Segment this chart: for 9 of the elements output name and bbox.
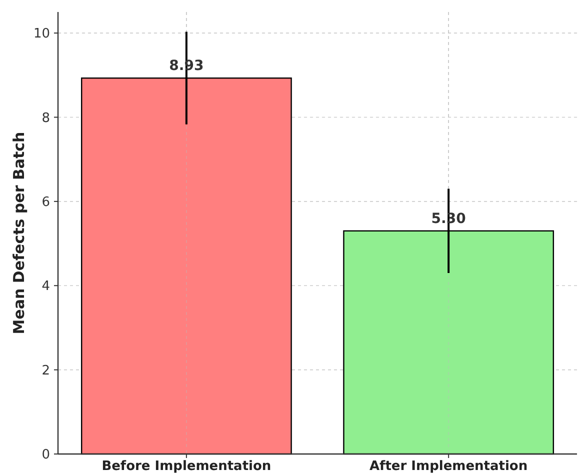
y-tick-label: 10: [33, 26, 50, 42]
x-tick-label: After Implementation: [370, 459, 528, 474]
y-tick-label: 4: [42, 279, 50, 294]
y-tick-label: 2: [42, 363, 50, 378]
y-tick-label: 6: [42, 194, 50, 210]
y-tick-label: 8: [42, 110, 50, 126]
x-tick-label: Before Implementation: [102, 459, 272, 474]
y-axis-title: Mean Defects per Batch: [10, 132, 28, 334]
y-tick-label: 0: [42, 448, 50, 463]
